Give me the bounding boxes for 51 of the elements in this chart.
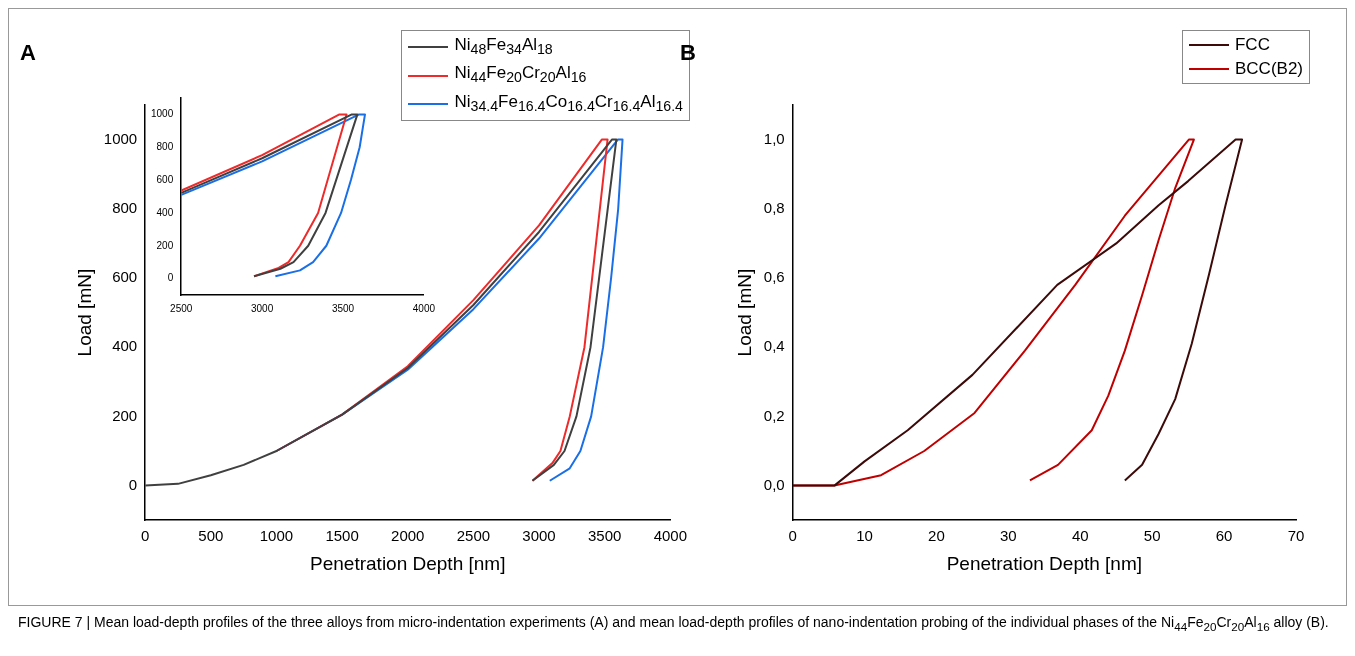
x-tick-label: 1500 xyxy=(325,527,359,545)
x-tick-label: 60 xyxy=(1215,527,1233,545)
x-tick-label: 0 xyxy=(141,527,150,545)
x-tick-label: 4000 xyxy=(412,302,436,314)
x-tick-label: 2500 xyxy=(170,302,193,314)
y-tick-label: 600 xyxy=(112,268,138,286)
y-tick-label: 800 xyxy=(112,198,138,216)
x-tick-label: 3000 xyxy=(522,527,556,545)
legend-label: Ni$_{44}$Fe$_{20}$Cr$_{20}$Al$_{16}$ xyxy=(454,62,587,88)
x-tick-label: 70 xyxy=(1287,527,1305,545)
x-tick-label: 500 xyxy=(198,527,224,545)
y-tick-label: 0,6 xyxy=(763,268,785,286)
x-tick-label: 2000 xyxy=(391,527,425,545)
x-axis-title: Penetration Depth [nm] xyxy=(310,552,506,574)
y-axis-title: Load [mN] xyxy=(73,268,95,357)
y-tick-label: 400 xyxy=(156,206,174,218)
legend-label: BCC(B2) xyxy=(1234,58,1303,80)
y-tick-label: 0 xyxy=(167,272,174,284)
y-tick-label: 200 xyxy=(112,406,138,424)
x-tick-label: 50 xyxy=(1143,527,1161,545)
x-tick-label: 3000 xyxy=(251,302,274,314)
y-tick-label: 0,8 xyxy=(763,198,785,216)
x-tick-label: 1000 xyxy=(259,527,294,545)
y-tick-label: 0,2 xyxy=(763,406,785,424)
text: FIGURE 7 | Mean load-depth profiles of the three alloys from micro-indentation experiments (A) and mean load-depth profiles of nano-indentation probing of the individual phases of the Ni$_{44}$Fe$_{20}$Cr$_{20}$Al$_{16}$ alloy (B). xyxy=(18,614,1329,633)
y-tick-label: 0,0 xyxy=(763,475,785,493)
x-tick-label: 40 xyxy=(1071,527,1089,545)
legend-label: Ni$_{48}$Fe$_{34}$Al$_{18}$ xyxy=(454,34,553,60)
y-tick-label: 1,0 xyxy=(763,129,785,147)
x-tick-label: 0 xyxy=(788,527,797,545)
y-tick-label: 1000 xyxy=(151,108,174,120)
x-tick-label: 20 xyxy=(928,527,945,545)
x-tick-label: 4000 xyxy=(653,527,687,545)
legend-label: FCC xyxy=(1234,34,1270,56)
text: A xyxy=(20,40,36,66)
y-tick-label: 800 xyxy=(156,141,174,152)
text: Ni$_{34.4}$Fe$_{16.4}$Co$_{16.4}$Cr$_{16.4}$Al$_{16.4}$ xyxy=(454,91,683,115)
y-tick-label: 600 xyxy=(156,173,174,185)
x-tick-label: 3500 xyxy=(587,527,622,545)
y-tick-label: 200 xyxy=(156,239,174,251)
x-tick-label: 30 xyxy=(1000,527,1017,545)
y-axis-title: Load [mN] xyxy=(733,268,755,357)
x-axis-title: Penetration Depth [nm] xyxy=(946,552,1143,574)
x-tick-label: 3500 xyxy=(331,302,355,314)
y-tick-label: 0 xyxy=(128,475,138,493)
y-tick-label: 1000 xyxy=(103,129,138,147)
y-tick-label: 400 xyxy=(112,337,138,355)
x-tick-label: 2500 xyxy=(456,527,491,545)
x-tick-label: 10 xyxy=(856,527,873,545)
y-tick-label: 0,4 xyxy=(763,337,785,355)
text: B xyxy=(680,40,696,66)
